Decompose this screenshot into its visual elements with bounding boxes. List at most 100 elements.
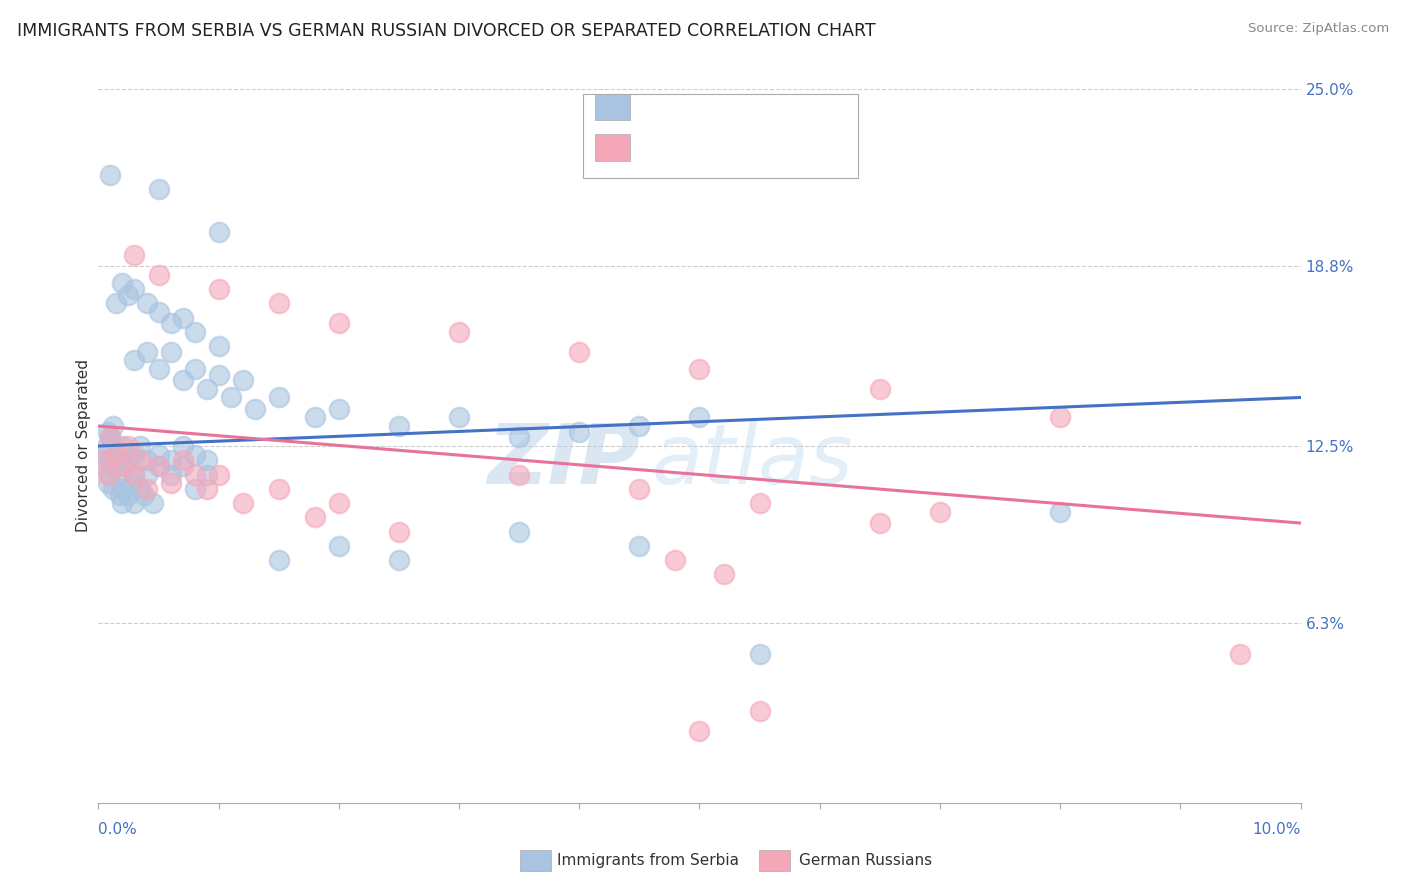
- Point: [208, 467, 231, 482]
- Point: [111, 482, 134, 496]
- Point: [208, 225, 231, 239]
- Point: [117, 439, 139, 453]
- Point: [124, 448, 146, 462]
- Point: [105, 448, 128, 462]
- Point: [135, 482, 157, 496]
- Point: [628, 482, 651, 496]
- Point: [508, 524, 530, 539]
- Point: [148, 182, 170, 196]
- Point: [124, 496, 146, 510]
- Point: [447, 325, 470, 339]
- Point: [232, 373, 254, 387]
- Point: [97, 467, 120, 482]
- Point: [1049, 410, 1071, 425]
- Point: [232, 496, 254, 510]
- Text: German Russians: German Russians: [799, 854, 932, 868]
- Point: [748, 705, 770, 719]
- Point: [108, 487, 131, 501]
- Point: [172, 458, 194, 473]
- Point: [689, 724, 711, 739]
- Point: [183, 362, 205, 376]
- Point: [124, 467, 146, 482]
- Point: [135, 453, 157, 467]
- Point: [111, 277, 134, 291]
- Point: [172, 310, 194, 325]
- Point: [869, 516, 891, 530]
- Point: [117, 487, 139, 501]
- Point: [117, 287, 139, 301]
- Point: [135, 344, 157, 359]
- Point: [124, 248, 146, 262]
- Point: [97, 476, 120, 491]
- Point: [135, 467, 157, 482]
- Point: [93, 453, 115, 467]
- Text: IMMIGRANTS FROM SERBIA VS GERMAN RUSSIAN DIVORCED OR SEPARATED CORRELATION CHART: IMMIGRANTS FROM SERBIA VS GERMAN RUSSIAN…: [17, 22, 876, 40]
- Point: [129, 453, 152, 467]
- Point: [1229, 648, 1251, 662]
- Point: [159, 467, 181, 482]
- Point: [132, 487, 155, 501]
- Point: [159, 316, 181, 330]
- Point: [388, 524, 411, 539]
- Point: [129, 482, 152, 496]
- Point: [195, 467, 218, 482]
- Y-axis label: Divorced or Separated: Divorced or Separated: [76, 359, 91, 533]
- Point: [689, 410, 711, 425]
- Point: [148, 305, 170, 319]
- Point: [328, 316, 350, 330]
- Point: [148, 268, 170, 282]
- Point: [100, 430, 122, 444]
- Point: [124, 353, 146, 368]
- Point: [689, 362, 711, 376]
- Point: [183, 325, 205, 339]
- Point: [568, 344, 591, 359]
- Point: [713, 567, 735, 582]
- Point: [195, 453, 218, 467]
- Point: [328, 496, 350, 510]
- Point: [111, 458, 134, 473]
- Point: [148, 362, 170, 376]
- Point: [628, 419, 651, 434]
- Point: [101, 482, 124, 496]
- Point: [159, 344, 181, 359]
- Point: [195, 382, 218, 396]
- Point: [105, 448, 128, 462]
- Point: [141, 496, 163, 510]
- Point: [148, 458, 170, 473]
- Point: [388, 419, 411, 434]
- Point: [304, 510, 326, 524]
- Point: [159, 453, 181, 467]
- Point: [183, 482, 205, 496]
- Point: [267, 391, 290, 405]
- Point: [267, 296, 290, 310]
- Point: [243, 401, 266, 416]
- Point: [124, 467, 146, 482]
- Text: Immigrants from Serbia: Immigrants from Serbia: [557, 854, 738, 868]
- Point: [183, 448, 205, 462]
- Point: [111, 496, 134, 510]
- Point: [628, 539, 651, 553]
- Point: [100, 453, 122, 467]
- Point: [114, 458, 136, 473]
- Point: [111, 439, 134, 453]
- Point: [748, 648, 770, 662]
- Point: [124, 282, 146, 296]
- Text: 10.0%: 10.0%: [1253, 822, 1301, 837]
- Point: [195, 482, 218, 496]
- Point: [183, 467, 205, 482]
- Point: [328, 539, 350, 553]
- Point: [117, 453, 139, 467]
- Point: [172, 439, 194, 453]
- Text: R = 0.068   N = 80: R = 0.068 N = 80: [640, 98, 797, 116]
- Point: [100, 467, 122, 482]
- Point: [748, 496, 770, 510]
- Point: [100, 430, 122, 444]
- Point: [121, 476, 143, 491]
- Text: Source: ZipAtlas.com: Source: ZipAtlas.com: [1249, 22, 1389, 36]
- Point: [148, 448, 170, 462]
- Point: [105, 296, 128, 310]
- Point: [447, 410, 470, 425]
- Point: [135, 296, 157, 310]
- Point: [869, 382, 891, 396]
- Text: 0.0%: 0.0%: [98, 822, 138, 837]
